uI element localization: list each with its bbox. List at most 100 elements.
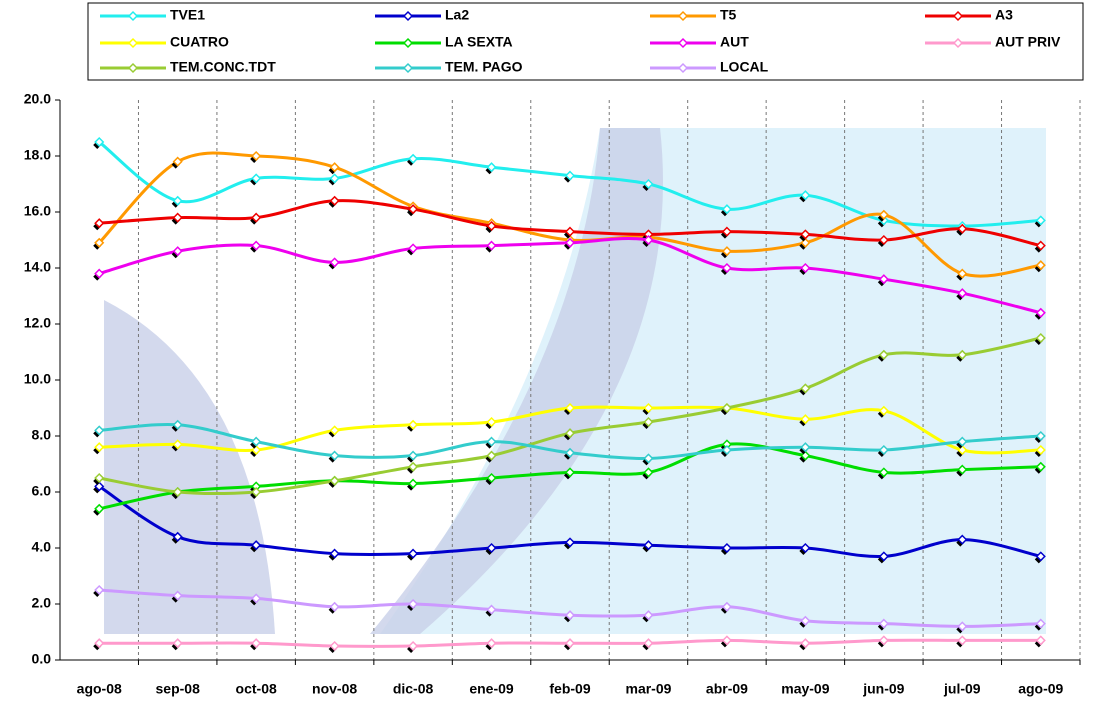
x-tick-label: nov-08	[312, 681, 357, 697]
data-marker	[643, 178, 654, 190]
legend-marker	[402, 62, 414, 74]
data-marker	[172, 439, 183, 450]
data-marker	[486, 436, 497, 447]
data-marker	[878, 209, 889, 220]
data-marker	[486, 604, 497, 615]
data-marker	[251, 212, 262, 223]
data-marker	[408, 204, 419, 215]
data-marker	[251, 150, 262, 162]
data-marker	[800, 229, 811, 240]
data-marker	[564, 237, 576, 248]
data-marker	[172, 419, 183, 430]
data-marker	[643, 453, 654, 464]
legend-label: CUATRO	[170, 34, 229, 50]
legend-marker	[127, 62, 139, 74]
data-marker	[329, 475, 340, 486]
data-marker	[251, 436, 262, 447]
data-marker	[957, 621, 968, 632]
data-marker	[251, 540, 262, 551]
data-marker	[564, 537, 576, 548]
data-marker	[643, 234, 654, 246]
data-marker	[486, 220, 497, 232]
legend-label: T5	[720, 7, 737, 23]
y-tick-label: 14.0	[24, 259, 51, 275]
data-marker	[878, 551, 889, 562]
y-tick-label: 8.0	[32, 427, 52, 443]
data-marker	[486, 638, 497, 649]
data-marker	[721, 402, 732, 414]
data-marker	[564, 610, 576, 621]
data-marker	[486, 162, 497, 173]
data-marker	[643, 402, 654, 414]
data-marker	[251, 638, 262, 649]
x-tick-label: ene-09	[469, 681, 514, 697]
y-tick-label: 20.0	[24, 91, 51, 107]
data-marker	[564, 402, 576, 414]
legend-marker	[402, 10, 414, 22]
data-marker	[486, 240, 497, 251]
data-marker	[564, 638, 576, 649]
data-marker	[721, 444, 732, 456]
legend-marker	[952, 10, 964, 22]
data-marker	[721, 262, 732, 274]
data-marker	[172, 246, 183, 257]
data-marker	[721, 635, 732, 646]
data-marker	[486, 416, 497, 428]
data-marker	[1035, 332, 1046, 344]
data-marker	[878, 234, 889, 246]
legend-label: AUT	[720, 34, 749, 50]
y-tick-label: 6.0	[32, 483, 52, 499]
data-marker	[408, 548, 419, 559]
data-marker	[643, 416, 654, 428]
y-tick-label: 10.0	[24, 371, 51, 387]
data-marker	[800, 442, 811, 453]
data-marker	[408, 450, 419, 461]
data-marker	[94, 268, 105, 279]
data-marker	[94, 584, 105, 596]
data-marker	[408, 419, 419, 430]
legend-marker	[402, 37, 414, 49]
x-tick-label: ago-08	[77, 681, 122, 697]
legend-marker	[677, 10, 689, 22]
data-marker	[1035, 240, 1046, 251]
data-marker	[251, 240, 262, 251]
x-tick-label: may-09	[781, 681, 829, 697]
legend-label: LA SEXTA	[445, 34, 513, 50]
data-marker	[94, 136, 105, 148]
data-marker	[957, 288, 968, 299]
x-tick-label: dic-08	[393, 681, 434, 697]
legend-label: A3	[995, 7, 1013, 23]
legend-label: AUT PRIV	[995, 34, 1061, 50]
data-marker	[564, 447, 576, 458]
data-marker	[329, 548, 340, 559]
data-marker	[721, 542, 732, 554]
data-marker	[408, 478, 419, 489]
background-swoosh	[104, 300, 275, 634]
x-tick-label: sep-08	[156, 681, 201, 697]
data-marker	[721, 601, 732, 612]
data-marker	[486, 472, 497, 484]
data-marker	[172, 212, 183, 223]
data-marker	[94, 638, 105, 649]
data-marker	[408, 243, 419, 254]
legend-marker	[677, 62, 689, 74]
x-tick-label: jul-09	[943, 681, 981, 697]
data-marker	[878, 467, 889, 478]
data-marker	[94, 503, 105, 514]
data-marker	[172, 590, 183, 601]
data-marker	[94, 425, 105, 436]
legend-marker	[677, 37, 689, 49]
data-marker	[1035, 635, 1046, 646]
data-marker	[486, 542, 497, 554]
data-marker	[800, 190, 811, 201]
x-tick-label: oct-08	[236, 681, 277, 697]
data-marker	[408, 640, 419, 652]
legend-marker	[127, 37, 139, 49]
data-marker	[172, 531, 183, 542]
data-marker	[800, 262, 811, 274]
data-marker	[564, 428, 576, 439]
x-tick-label: feb-09	[549, 681, 590, 697]
data-marker	[721, 226, 732, 237]
y-tick-label: 16.0	[24, 203, 51, 219]
